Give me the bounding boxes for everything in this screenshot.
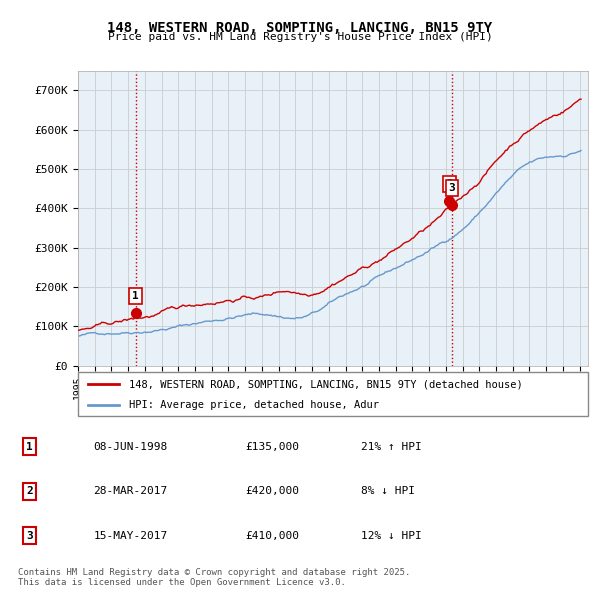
- Text: 21% ↑ HPI: 21% ↑ HPI: [361, 442, 422, 452]
- FancyBboxPatch shape: [78, 372, 588, 416]
- Text: 2: 2: [446, 179, 453, 189]
- Text: 8% ↓ HPI: 8% ↓ HPI: [361, 486, 415, 496]
- Text: 15-MAY-2017: 15-MAY-2017: [94, 530, 168, 540]
- Text: 2: 2: [26, 486, 33, 496]
- Text: 3: 3: [26, 530, 33, 540]
- Text: HPI: Average price, detached house, Adur: HPI: Average price, detached house, Adur: [129, 400, 379, 410]
- Text: 148, WESTERN ROAD, SOMPTING, LANCING, BN15 9TY (detached house): 148, WESTERN ROAD, SOMPTING, LANCING, BN…: [129, 379, 523, 389]
- Text: 08-JUN-1998: 08-JUN-1998: [94, 442, 168, 452]
- Text: 12% ↓ HPI: 12% ↓ HPI: [361, 530, 422, 540]
- Text: Contains HM Land Registry data © Crown copyright and database right 2025.
This d: Contains HM Land Registry data © Crown c…: [18, 568, 410, 587]
- Text: 3: 3: [449, 183, 455, 193]
- Text: 148, WESTERN ROAD, SOMPTING, LANCING, BN15 9TY: 148, WESTERN ROAD, SOMPTING, LANCING, BN…: [107, 21, 493, 35]
- Text: £420,000: £420,000: [245, 486, 299, 496]
- Text: £410,000: £410,000: [245, 530, 299, 540]
- Text: 1: 1: [26, 442, 33, 452]
- Text: 1: 1: [132, 291, 139, 301]
- Text: Price paid vs. HM Land Registry's House Price Index (HPI): Price paid vs. HM Land Registry's House …: [107, 32, 493, 42]
- Text: £135,000: £135,000: [245, 442, 299, 452]
- Text: 28-MAR-2017: 28-MAR-2017: [94, 486, 168, 496]
